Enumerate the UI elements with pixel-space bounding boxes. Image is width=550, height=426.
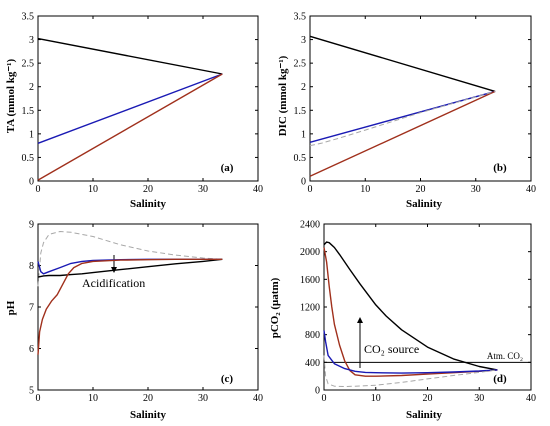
panel-c-series-line-0 — [37, 231, 223, 287]
panel-a-xtick-label: 40 — [253, 184, 263, 195]
panel-d-ytick-label: 1600 — [300, 275, 320, 286]
panel-a-xtick-label: 30 — [198, 184, 208, 195]
panel-d-frame — [323, 223, 532, 391]
panel-d-ytick-label: 1200 — [300, 303, 320, 314]
panel-b-frame — [309, 15, 532, 182]
panel-a-ytick-label: 1.5 — [22, 106, 35, 117]
panel-a-ytick-label: 2 — [29, 82, 34, 93]
panel-c: pH Salinity (c) Acidification 0 10 20 30 40 5… — [5, 220, 263, 422]
panel-b-ylabel: DIC (mmol kg⁻¹) — [277, 55, 289, 136]
panel-a-ytick-label: 3.5 — [22, 12, 35, 23]
panel-d-ytick-label: 2400 — [300, 220, 320, 231]
panel-b: DIC (mmol kg⁻¹) Salinity (b) 0 10 20 30 40 0 0… — [277, 12, 536, 211]
panel-a-xlabel: Salinity — [130, 198, 167, 210]
panel-a: TA (mmol kg⁻¹) Salinity (a) 0 10 20 30 40 0 0.… — [5, 12, 263, 211]
panel-a-label: (a) — [221, 162, 234, 174]
panel-d-xtick-label: 40 — [526, 393, 536, 404]
panel-b-ytick-label: 0 — [301, 177, 306, 188]
panel-c-ytick-label: 7 — [29, 303, 34, 314]
panel-d-xtick-label: 20 — [423, 393, 433, 404]
panel-b-xtick-label: 30 — [471, 184, 481, 195]
panel-b-ytick-label: 1 — [301, 129, 306, 140]
panel-b-ytick-label: 0.5 — [294, 153, 307, 164]
panel-b-xtick-label: 40 — [526, 184, 536, 195]
panel-b-ytick-label: 3 — [301, 35, 306, 46]
panel-c-xlabel: Salinity — [130, 409, 167, 421]
panel-d: pCO₂ (μatm) Salinity (d) CO₂ source Atm.… — [269, 220, 536, 422]
panel-b-series-line-2 — [309, 90, 496, 177]
panel-d-xtick-label: 10 — [371, 393, 381, 404]
panel-b-xtick-label: 20 — [416, 184, 426, 195]
panel-b-series-line-0 — [309, 35, 496, 93]
panel-b-ytick-label: 1.5 — [294, 106, 307, 117]
panel-a-ytick-label: 0.5 — [22, 153, 35, 164]
panel-d-xlabel: Salinity — [406, 409, 443, 421]
panel-b-ytick-label: 3.5 — [294, 12, 307, 23]
panel-c-xtick-label: 40 — [253, 393, 263, 404]
panel-d-xtick-label: 30 — [474, 393, 484, 404]
panel-d-annotation: CO₂ source — [364, 342, 419, 356]
panel-a-series-line-0 — [37, 37, 223, 75]
panel-c-ytick-label: 5 — [29, 386, 34, 397]
panel-c-annotation: Acidification — [82, 276, 145, 290]
panel-d-series-line-3 — [323, 355, 498, 387]
panel-a-ylabel: TA (mmol kg⁻¹) — [5, 59, 17, 134]
panel-c-ytick-label: 6 — [29, 344, 34, 355]
panel-c-xtick-label: 10 — [88, 393, 98, 404]
panel-b-xtick-label: 0 — [308, 184, 313, 195]
panel-a-ytick-label: 0 — [29, 177, 34, 188]
panel-c-ytick-label: 8 — [29, 261, 34, 272]
panel-c-xtick-label: 30 — [198, 393, 208, 404]
panel-c-label: (c) — [221, 373, 234, 385]
panel-d-ytick-label: 800 — [305, 330, 320, 341]
panel-d-ytick-label: 400 — [305, 358, 320, 369]
panel-d-ytick-label: 0 — [315, 386, 320, 397]
panel-b-label: (b) — [493, 162, 507, 174]
panel-b-series-line-3 — [309, 90, 496, 147]
panel-d-series-line-1 — [323, 247, 498, 377]
panel-c-xtick-label: 0 — [36, 393, 41, 404]
panel-b-ytick-label: 2.5 — [294, 59, 307, 70]
panel-a-frame — [37, 15, 259, 182]
panel-c-ylabel: pH — [5, 300, 17, 315]
panel-d-ytick-label: 2000 — [300, 247, 320, 258]
panel-d-reference-label: Atm. CO₂ — [487, 351, 523, 361]
panel-d-series-line-0 — [323, 241, 498, 371]
panel-a-xtick-label: 20 — [143, 184, 153, 195]
panel-a-xtick-label: 10 — [88, 184, 98, 195]
panel-a-series-line-2 — [37, 73, 223, 181]
panel-d-ylabel: pCO₂ (μatm) — [269, 277, 281, 338]
panel-a-ytick-label: 1 — [29, 129, 34, 140]
panel-d-xtick-label: 0 — [322, 393, 327, 404]
panel-a-series-line-1 — [37, 73, 223, 144]
panel-c-frame — [37, 223, 259, 391]
panel-b-ytick-label: 2 — [301, 82, 306, 93]
panel-c-ytick-label: 9 — [29, 220, 34, 231]
panel-a-ytick-label: 2.5 — [22, 59, 35, 70]
panel-a-ytick-label: 3 — [29, 35, 34, 46]
panel-c-xtick-label: 20 — [143, 393, 153, 404]
panel-a-xtick-label: 0 — [36, 184, 41, 195]
panel-b-xtick-label: 10 — [360, 184, 370, 195]
panel-c-series-line-3 — [37, 258, 223, 355]
panel-d-series-line-2 — [323, 330, 498, 374]
panel-c-series-line-2 — [37, 258, 223, 278]
panel-d-label: (d) — [493, 373, 507, 385]
panel-b-xlabel: Salinity — [406, 198, 443, 210]
